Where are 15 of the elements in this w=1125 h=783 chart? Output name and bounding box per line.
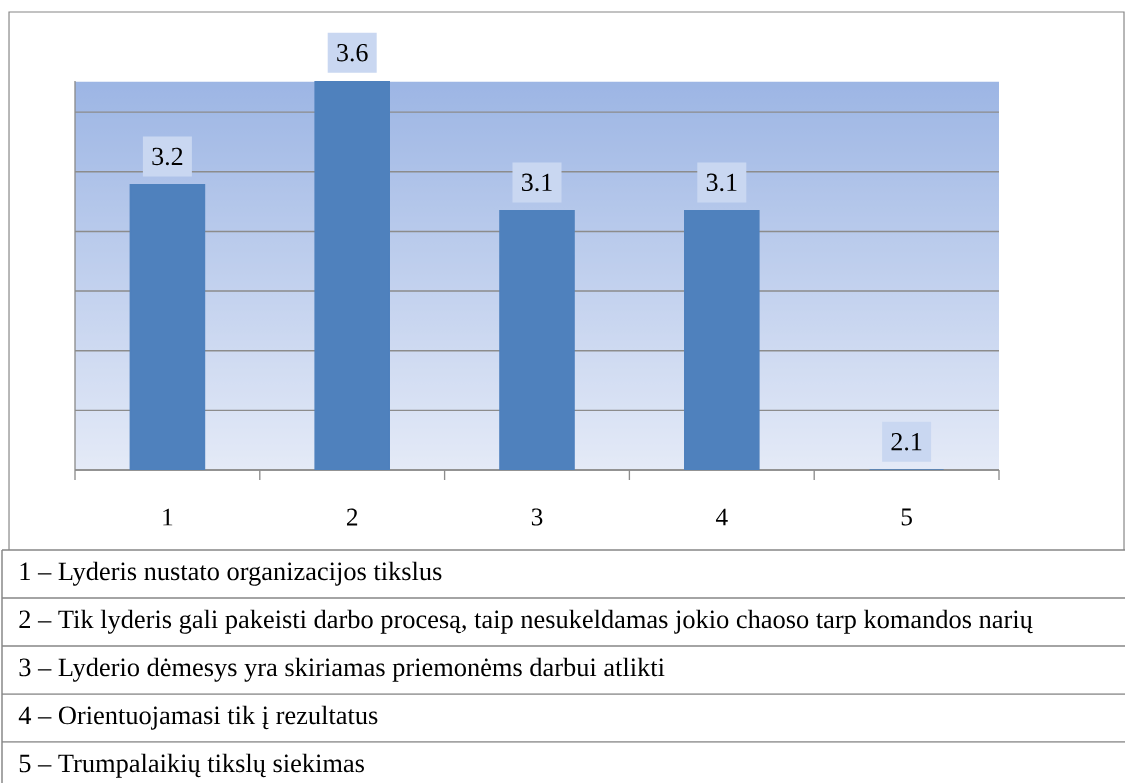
text: 4 – Orientuojamasi tik į rezultatus	[18, 705, 378, 730]
data-label: 3.1	[706, 173, 737, 192]
x-tick-label: 1	[163, 508, 173, 526]
data-label: 2.1	[891, 432, 922, 451]
data-label: 3.2	[152, 147, 183, 166]
text: 3 – Lyderio dėmesys yra skiriamas priemonėms darbui atlikti	[19, 657, 665, 682]
data-label: 3.6	[337, 43, 368, 62]
text: 2 – Tik lyderis gali pakeisti darbo procesą, taip nesukeldamas jokio chaoso tarp komandos narių	[19, 609, 1033, 634]
x-tick-label: 5	[901, 508, 912, 526]
data-label: 3.1	[521, 173, 552, 192]
x-tick-label: 3	[531, 508, 543, 526]
text: 5 – Trumpalaikių tikslų siekimas	[19, 753, 364, 778]
text: 1 – Lyderis nustato organizacijos tikslus	[20, 561, 442, 586]
x-tick-label: 2	[346, 508, 358, 526]
x-tick-label: 4	[715, 508, 728, 526]
